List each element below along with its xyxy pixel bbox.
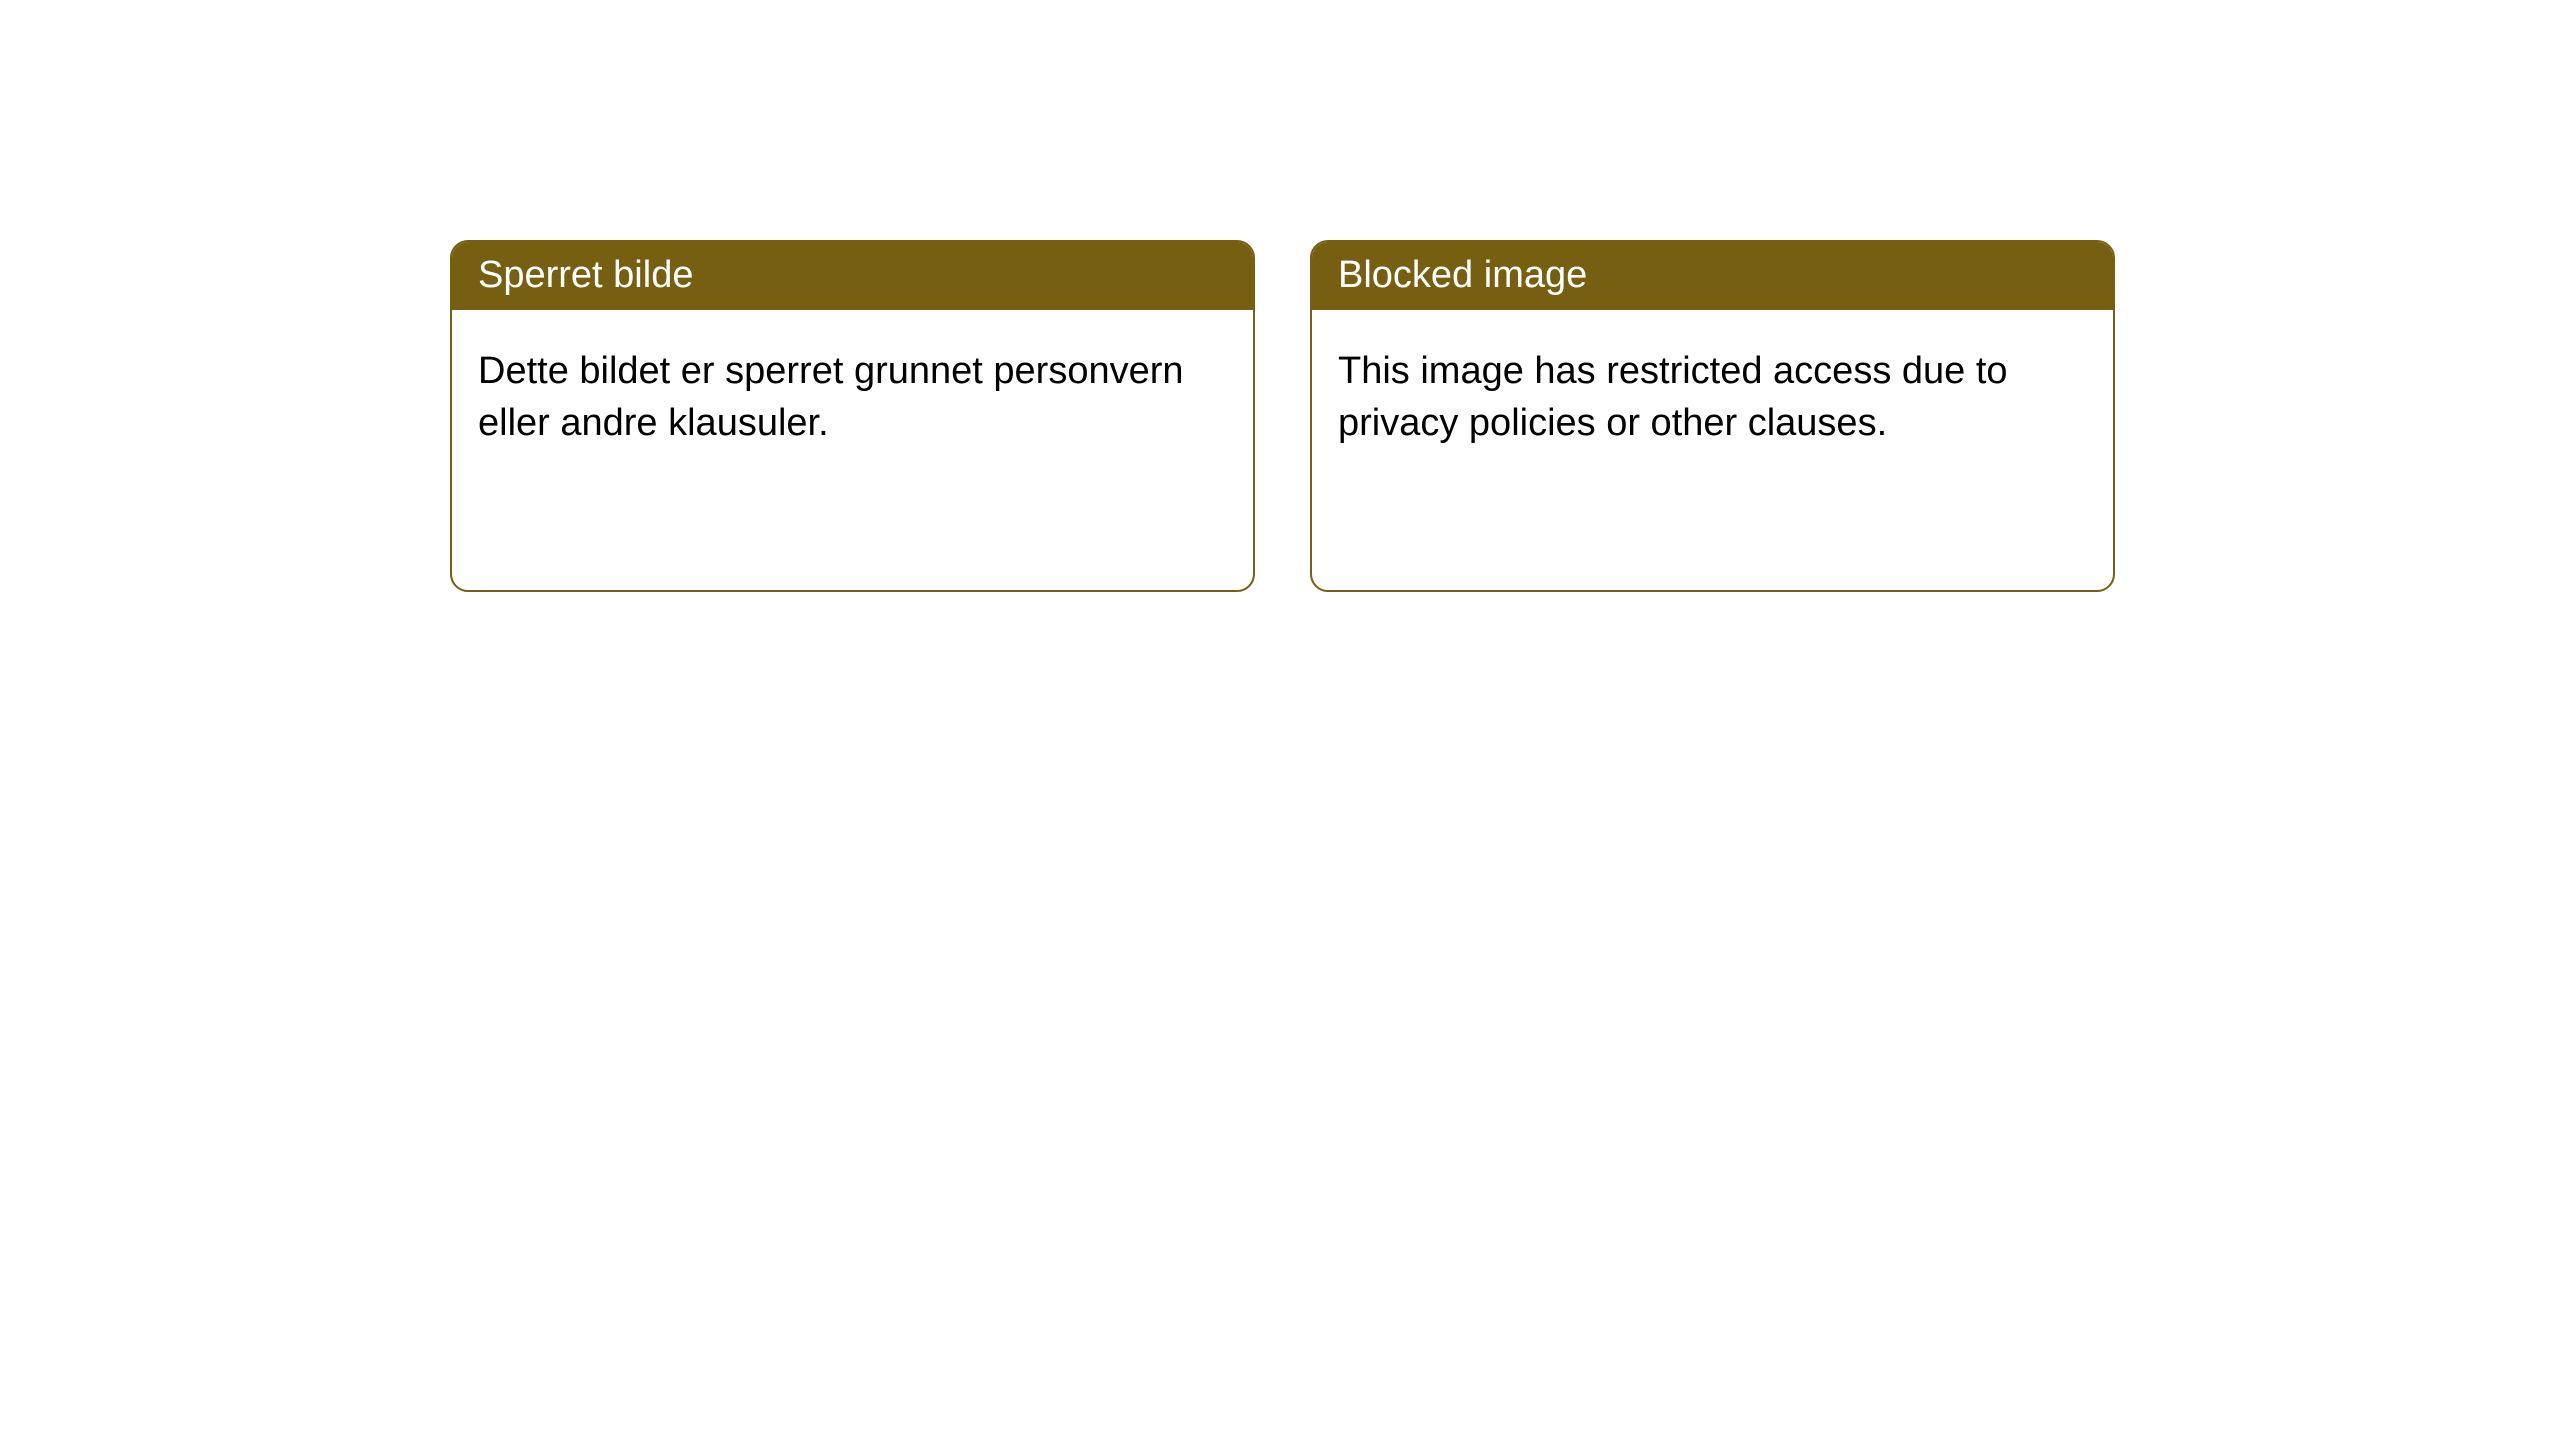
card-body-text: Dette bildet er sperret grunnet personve… [478, 350, 1184, 444]
notice-card-english: Blocked image This image has restricted … [1310, 240, 2115, 592]
card-body-text: This image has restricted access due to … [1338, 350, 2008, 444]
card-body: This image has restricted access due to … [1312, 310, 2113, 590]
notice-container: Sperret bilde Dette bildet er sperret gr… [450, 240, 2115, 592]
card-body: Dette bildet er sperret grunnet personve… [452, 310, 1253, 590]
card-header: Blocked image [1312, 242, 2113, 310]
notice-card-norwegian: Sperret bilde Dette bildet er sperret gr… [450, 240, 1255, 592]
card-title: Sperret bilde [478, 254, 693, 296]
card-title: Blocked image [1338, 254, 1587, 296]
card-header: Sperret bilde [452, 242, 1253, 310]
